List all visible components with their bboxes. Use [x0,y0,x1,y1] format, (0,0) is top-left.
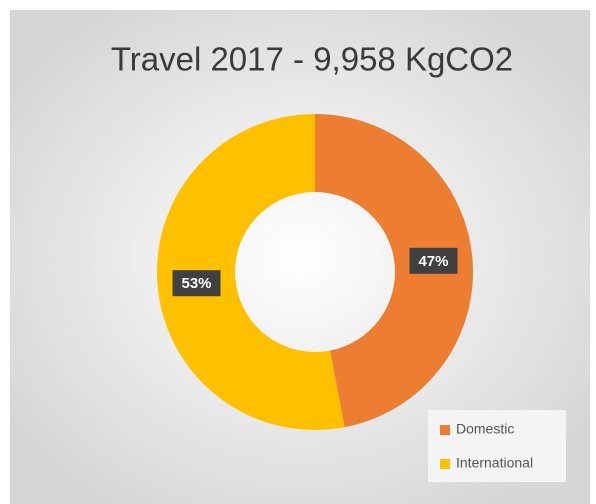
data-label: 47% [418,253,448,270]
legend-swatch [440,425,450,435]
data-labels: 47% 53% [172,247,458,297]
data-label: 53% [182,275,212,292]
donut-slice [315,114,474,428]
data-label-box [409,247,458,274]
legend [428,410,566,482]
legend-label: Domestic [456,421,514,437]
data-label-box [172,270,221,297]
legend-entries: Domestic International [440,421,533,471]
donut [157,114,474,430]
chart-title: Travel 2017 - 9,958 KgCO2 [111,41,513,78]
legend-swatch [440,459,450,469]
donut-slice [157,114,345,430]
legend-label: International [456,455,533,471]
